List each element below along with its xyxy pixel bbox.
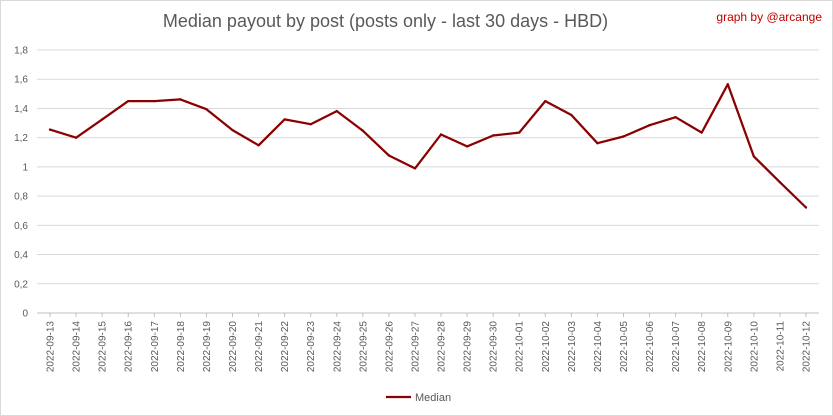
data-point bbox=[648, 124, 651, 127]
data-point bbox=[153, 99, 156, 103]
x-tick-label: 2022-09-28 bbox=[437, 321, 448, 373]
x-tick-label: 2022-09-27 bbox=[410, 321, 421, 373]
chart-title: Median payout by post (posts only - last… bbox=[162, 11, 609, 31]
x-tick-label: 2022-10-09 bbox=[723, 321, 734, 373]
data-point bbox=[622, 135, 625, 138]
data-point bbox=[726, 83, 729, 86]
x-tick-label: 2022-09-25 bbox=[358, 321, 369, 373]
x-tick-label: 2022-09-13 bbox=[46, 321, 57, 373]
data-point bbox=[283, 118, 286, 121]
x-tick-label: 2022-10-06 bbox=[645, 321, 656, 373]
y-tick-label: 0,2 bbox=[14, 279, 28, 290]
x-tick-label: 2022-09-18 bbox=[176, 321, 187, 373]
x-tick-label: 2022-09-30 bbox=[489, 321, 500, 373]
x-tick-label: 2022-10-05 bbox=[619, 321, 630, 373]
x-tick-label: 2022-09-23 bbox=[306, 321, 317, 373]
x-tick-label: 2022-10-02 bbox=[541, 321, 552, 373]
data-point bbox=[804, 206, 808, 209]
x-tick-label: 2022-09-17 bbox=[150, 321, 161, 373]
data-point bbox=[309, 123, 312, 126]
data-point bbox=[674, 116, 677, 119]
y-tick-label: 0,8 bbox=[14, 192, 28, 203]
data-point bbox=[74, 136, 78, 139]
data-point bbox=[257, 144, 260, 147]
data-point bbox=[465, 145, 469, 148]
chart-credit: graph by @arcange bbox=[716, 10, 822, 24]
y-tick-label: 1,2 bbox=[14, 133, 28, 144]
y-tick-label: 0,4 bbox=[14, 250, 28, 261]
x-tick-label: 2022-09-26 bbox=[384, 321, 395, 373]
data-point bbox=[491, 134, 495, 137]
x-tick-label: 2022-09-29 bbox=[463, 321, 474, 373]
data-point bbox=[179, 98, 182, 101]
data-point bbox=[205, 107, 208, 111]
x-tick-label: 2022-09-15 bbox=[98, 321, 109, 373]
data-point bbox=[231, 128, 234, 132]
x-tick-label: 2022-09-20 bbox=[228, 321, 239, 373]
data-point bbox=[778, 181, 782, 184]
data-point bbox=[387, 154, 391, 157]
x-tick-label: 2022-10-03 bbox=[567, 321, 578, 373]
data-point bbox=[518, 131, 521, 134]
data-point bbox=[335, 109, 338, 113]
x-tick-label: 2022-09-24 bbox=[332, 321, 343, 373]
data-point bbox=[100, 118, 104, 121]
data-point bbox=[544, 99, 547, 103]
y-tick-label: 0,6 bbox=[14, 221, 28, 232]
y-tick-label: 1 bbox=[22, 162, 28, 173]
data-point bbox=[439, 133, 443, 136]
x-tick-label: 2022-10-12 bbox=[801, 321, 812, 373]
x-tick-label: 2022-09-19 bbox=[202, 321, 213, 373]
x-tick-label: 2022-10-11 bbox=[775, 321, 786, 372]
y-tick-label: 1,8 bbox=[14, 46, 28, 57]
y-tick-label: 1,6 bbox=[14, 75, 28, 86]
x-tick-label: 2022-09-14 bbox=[72, 321, 83, 373]
data-point bbox=[48, 128, 52, 131]
x-tick-label: 2022-10-08 bbox=[697, 321, 708, 373]
data-point bbox=[596, 142, 599, 145]
legend-label: Median bbox=[415, 392, 451, 404]
y-tick-label: 1,4 bbox=[14, 104, 28, 115]
data-point bbox=[752, 155, 756, 158]
x-tick-label: 2022-09-16 bbox=[124, 321, 135, 373]
x-tick-label: 2022-10-04 bbox=[593, 321, 604, 373]
x-tick-label: 2022-09-22 bbox=[280, 321, 291, 373]
x-tick-label: 2022-10-07 bbox=[671, 321, 682, 373]
data-point bbox=[361, 129, 365, 132]
series-line-median bbox=[49, 83, 807, 209]
x-tick-label: 2022-10-10 bbox=[749, 321, 760, 373]
data-point bbox=[413, 167, 417, 170]
x-tick-label: 2022-10-01 bbox=[515, 321, 526, 373]
x-tick-label: 2022-09-21 bbox=[254, 321, 265, 373]
data-point bbox=[127, 99, 130, 103]
y-tick-label: 0 bbox=[22, 309, 28, 320]
data-point bbox=[700, 131, 703, 134]
data-point bbox=[570, 113, 573, 117]
